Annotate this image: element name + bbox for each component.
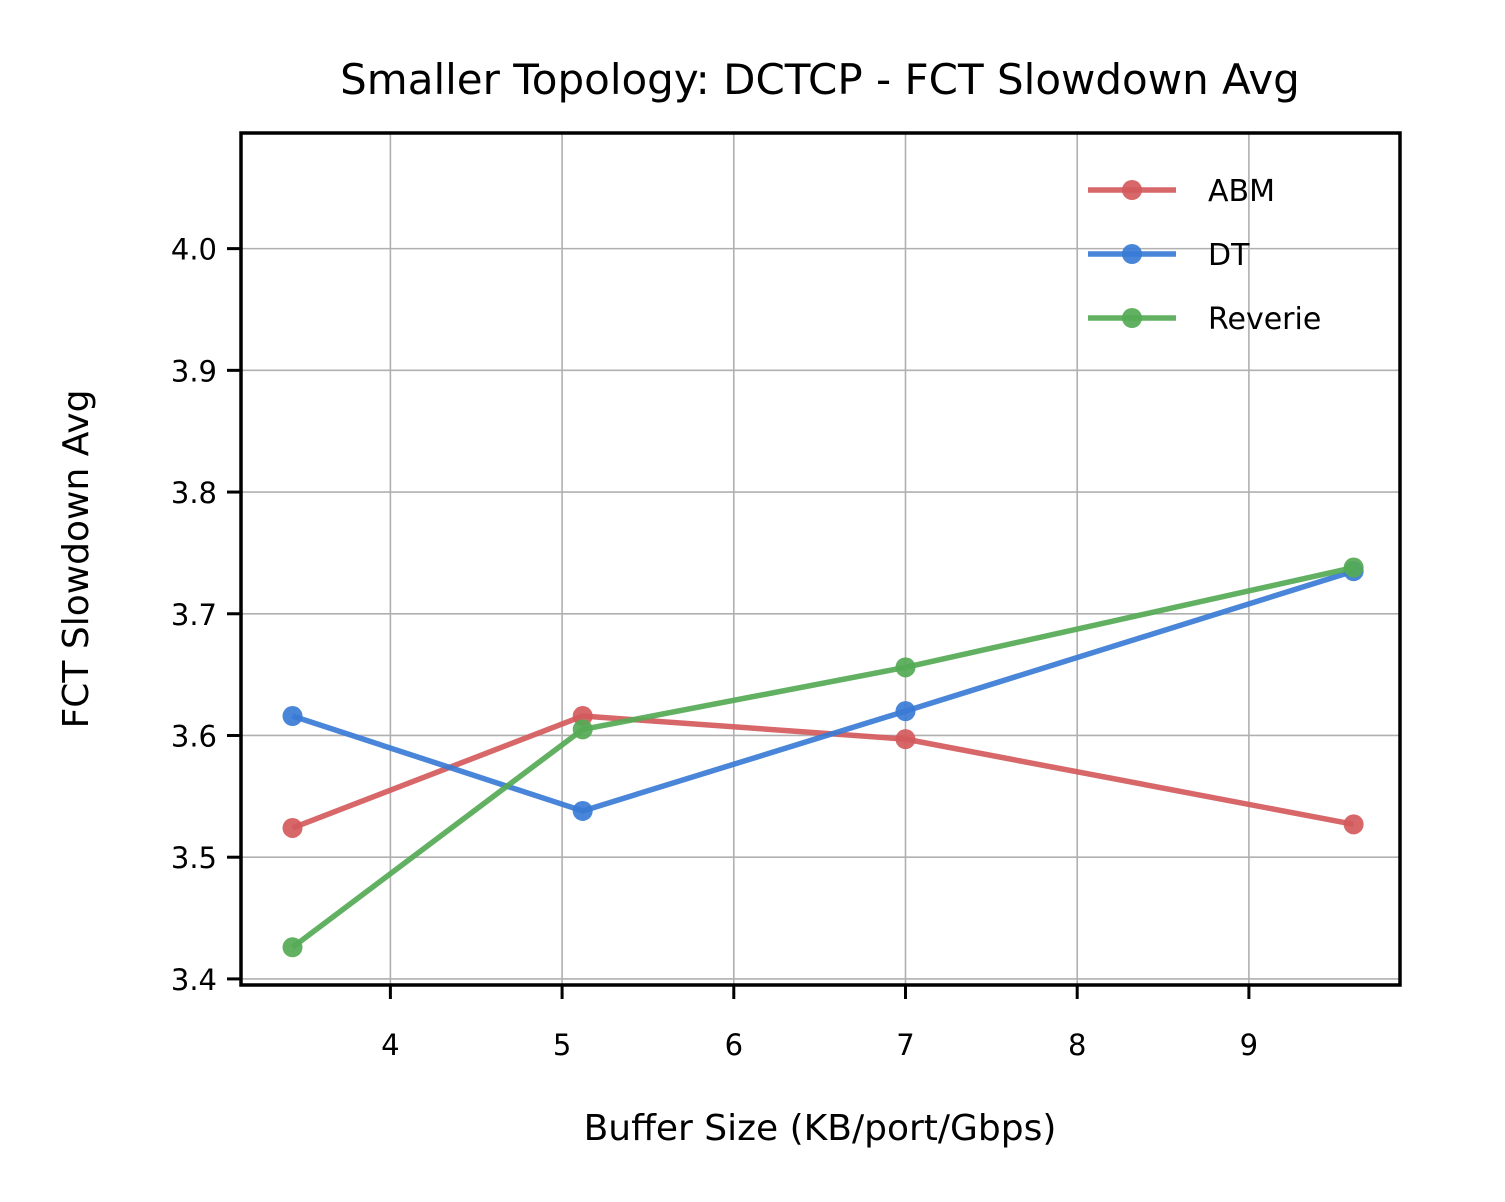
series-line-abm bbox=[291, 713, 1355, 831]
legend-label-reverie: Reverie bbox=[1208, 302, 1321, 337]
data-point-dt bbox=[572, 800, 593, 821]
y-tick-label: 4.0 bbox=[171, 233, 217, 267]
data-point-dt bbox=[895, 701, 916, 722]
legend: ABM DT Reverie bbox=[1088, 174, 1321, 337]
x-tick-label: 5 bbox=[553, 1028, 571, 1062]
series-line-dt bbox=[291, 568, 1355, 814]
data-point-dt bbox=[282, 706, 303, 727]
legend-marker-abm bbox=[1122, 180, 1142, 200]
x-axis-label: Buffer Size (KB/port/Gbps) bbox=[584, 1108, 1057, 1149]
axis-ticks: 4 5 6 7 8 9 3.4 3.5 3.6 3.7 3.8 3.9 4.0 bbox=[171, 233, 1258, 1062]
x-tick-label: 6 bbox=[725, 1028, 743, 1062]
x-tick-label: 4 bbox=[381, 1028, 399, 1062]
y-axis-label: FCT Slowdown Avg bbox=[56, 390, 97, 729]
y-tick-label: 3.5 bbox=[171, 841, 217, 875]
x-tick-label: 7 bbox=[896, 1028, 914, 1062]
chart-title: Smaller Topology: DCTCP - FCT Slowdown A… bbox=[340, 55, 1300, 104]
data-point-reverie bbox=[1343, 557, 1364, 578]
y-tick-label: 3.4 bbox=[171, 963, 217, 997]
data-point-reverie bbox=[572, 719, 593, 740]
legend-marker-dt bbox=[1122, 244, 1142, 264]
series-line-reverie bbox=[290, 564, 1355, 950]
y-tick-label: 3.9 bbox=[171, 354, 217, 388]
data-point-reverie bbox=[282, 937, 303, 958]
y-tick-label: 3.6 bbox=[171, 719, 217, 753]
data-point-abm bbox=[1343, 814, 1364, 835]
legend-marker-reverie bbox=[1122, 308, 1142, 328]
data-point-reverie bbox=[895, 657, 916, 678]
plot-frame bbox=[239, 131, 1402, 987]
y-tick-label: 3.8 bbox=[171, 476, 217, 510]
x-tick-label: 9 bbox=[1240, 1028, 1258, 1062]
x-tick-label: 8 bbox=[1068, 1028, 1086, 1062]
series-layer bbox=[282, 557, 1364, 958]
data-point-abm bbox=[895, 729, 916, 750]
data-point-abm bbox=[282, 817, 303, 838]
legend-label-dt: DT bbox=[1208, 238, 1250, 273]
y-tick-label: 3.7 bbox=[171, 598, 217, 632]
legend-label-abm: ABM bbox=[1208, 174, 1275, 209]
